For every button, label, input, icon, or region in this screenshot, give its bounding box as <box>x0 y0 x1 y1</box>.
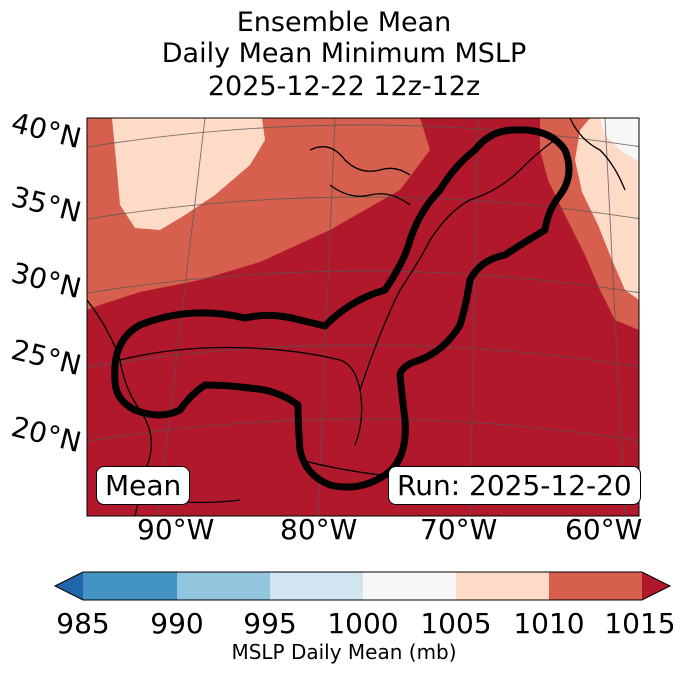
colorbar <box>53 571 672 601</box>
mean-label: Mean <box>96 466 191 505</box>
graticule <box>87 118 639 516</box>
colorbar-tick-990: 990 <box>150 607 204 640</box>
lon-label-70w: 70°W <box>420 513 498 546</box>
colorbar-extend-high <box>642 572 670 600</box>
map-field <box>87 118 639 516</box>
field-995-1000 <box>600 118 639 162</box>
map-frame <box>86 117 640 517</box>
colorbar-tick-1010: 1010 <box>513 607 585 640</box>
colorbar-tick-1005: 1005 <box>420 607 492 640</box>
colorbar-tick-995: 995 <box>243 607 297 640</box>
title-line-1: Ensemble Mean <box>236 7 452 38</box>
run-label: Run: 2025-12-20 <box>388 466 641 505</box>
field-1000-1005-east <box>575 118 639 300</box>
colorbar-bin-1005-1010 <box>456 572 549 600</box>
colorbar-tick-1000: 1000 <box>327 607 399 640</box>
lon-label-60w: 60°W <box>565 513 643 546</box>
colorbar-extend-low <box>55 572 83 600</box>
colorbar-label: MSLP Daily Mean (mb) <box>231 640 457 664</box>
field-patch <box>87 170 101 200</box>
colorbar-bin-1010-1015 <box>549 572 642 600</box>
colorbar-bin-990-995 <box>177 572 270 600</box>
colorbar-bin-995-1000 <box>270 572 363 600</box>
title-line-3: 2025-12-22 12z-12z <box>207 71 481 102</box>
contour-1015 <box>111 126 573 491</box>
colorbar-tick-985: 985 <box>56 607 110 640</box>
colorbar-bin-985-990 <box>83 572 177 600</box>
field-1000-1005-west <box>112 118 265 230</box>
lon-label-90w: 90°W <box>137 513 215 546</box>
lon-label-80w: 80°W <box>280 513 358 546</box>
colorbar-outline <box>53 571 672 601</box>
colorbar-tick-1015: 1015 <box>604 607 676 640</box>
title-line-2: Daily Mean Minimum MSLP <box>161 38 527 69</box>
colorbar-bin-1000-1005 <box>363 572 456 600</box>
